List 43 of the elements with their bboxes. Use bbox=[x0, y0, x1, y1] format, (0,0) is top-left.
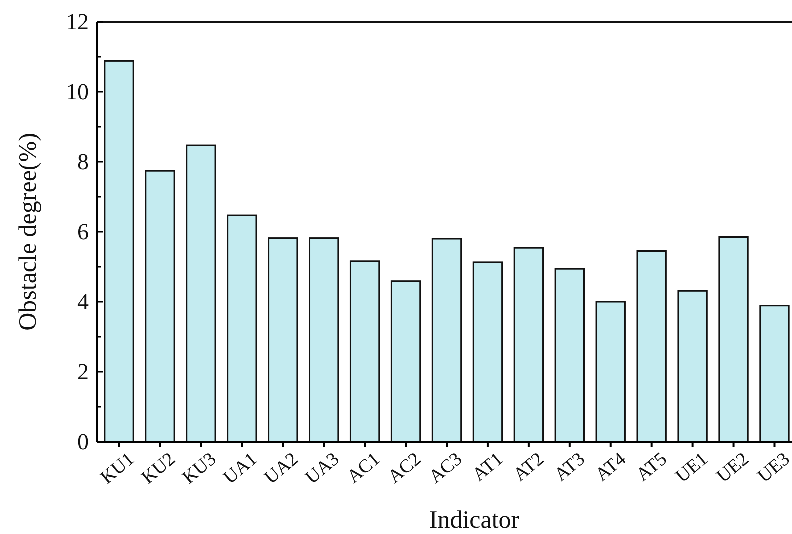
bar bbox=[678, 290, 708, 443]
y-tick-label: 10 bbox=[66, 79, 89, 104]
bar bbox=[472, 262, 504, 443]
x-tick-label: UE1 bbox=[672, 448, 712, 488]
bar bbox=[760, 305, 790, 443]
bar bbox=[186, 144, 216, 443]
x-tick-label: UA3 bbox=[302, 448, 344, 489]
bar bbox=[718, 236, 749, 443]
x-tick-label: KU1 bbox=[96, 448, 139, 489]
x-tick-label: AT5 bbox=[632, 448, 672, 486]
x-tick-label: AT4 bbox=[592, 448, 631, 486]
x-tick-label: AT1 bbox=[468, 448, 508, 486]
bar bbox=[554, 268, 585, 443]
bar bbox=[145, 170, 176, 443]
x-tick-label: UE3 bbox=[754, 448, 792, 488]
bar bbox=[390, 280, 422, 443]
x-tick-label: AC1 bbox=[344, 448, 385, 488]
bar bbox=[596, 301, 626, 443]
x-tick-label: KU2 bbox=[138, 448, 180, 489]
bar bbox=[104, 60, 134, 443]
x-tick-label: KU3 bbox=[178, 448, 221, 489]
bar bbox=[514, 247, 544, 443]
bar bbox=[227, 214, 258, 443]
y-tick-label: 8 bbox=[78, 149, 89, 174]
x-tick-label: UA2 bbox=[260, 448, 303, 489]
y-tick-label: 0 bbox=[78, 429, 89, 454]
bar bbox=[432, 238, 462, 443]
y-tick-label: 6 bbox=[78, 219, 89, 244]
bar bbox=[636, 250, 667, 443]
x-tick-label: UA1 bbox=[220, 448, 262, 489]
x-axis-title: Indicator bbox=[429, 507, 520, 534]
bar bbox=[350, 260, 380, 443]
y-axis-title: Obstacle degree(%) bbox=[15, 133, 42, 331]
y-tick-label: 2 bbox=[78, 359, 89, 384]
bar bbox=[309, 238, 340, 443]
bar bbox=[268, 238, 298, 443]
x-tick-label: AT2 bbox=[510, 448, 548, 486]
y-tick-label: 4 bbox=[78, 289, 90, 314]
x-tick-label: UE2 bbox=[713, 448, 754, 488]
x-tick-label: AT3 bbox=[550, 448, 590, 486]
x-tick-label: AC3 bbox=[425, 448, 466, 488]
y-tick-label: 12 bbox=[66, 9, 89, 34]
x-tick-label: AC2 bbox=[384, 448, 426, 488]
